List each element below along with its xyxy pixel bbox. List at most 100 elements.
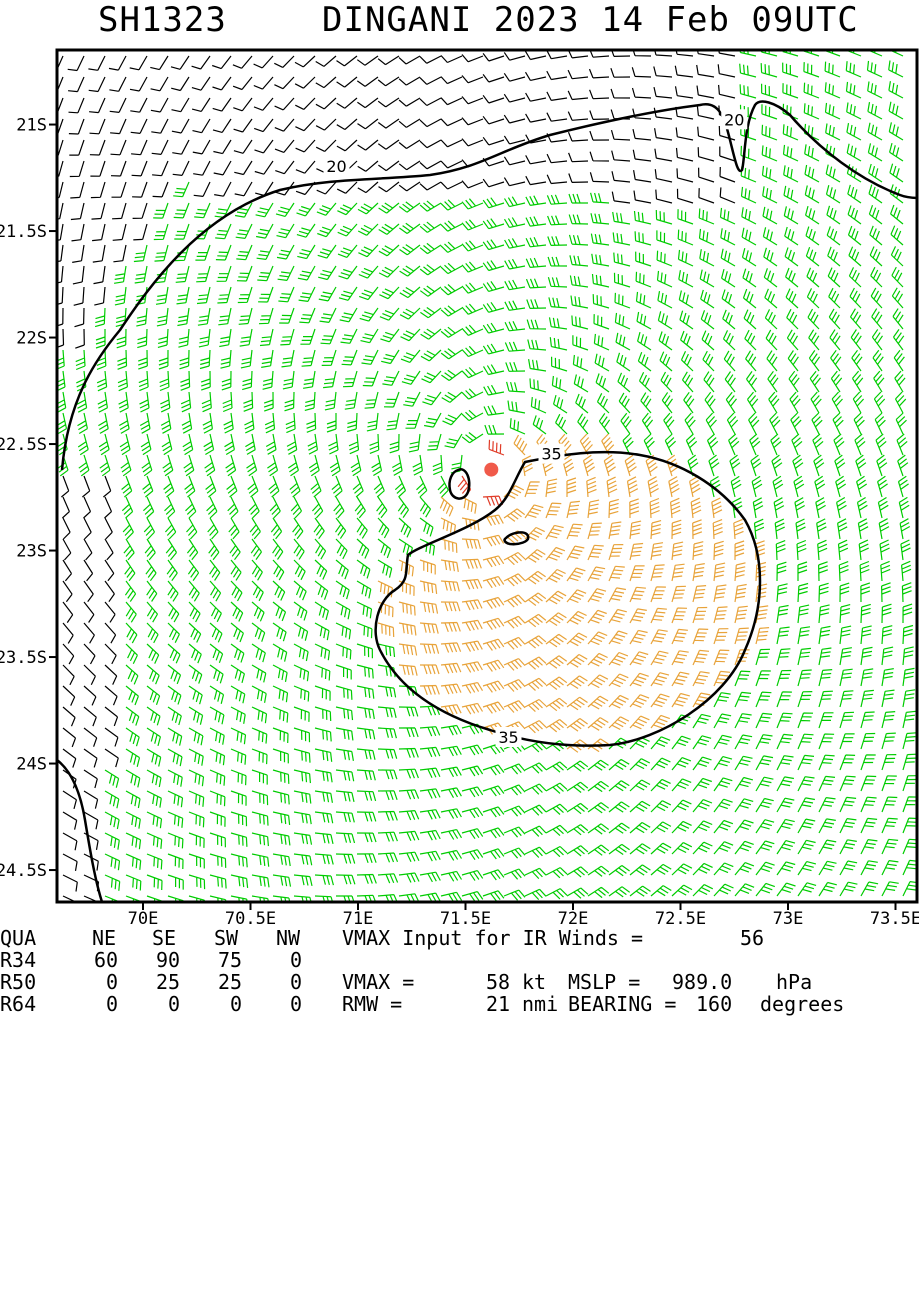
wind-barb bbox=[612, 211, 631, 225]
wind-barb bbox=[818, 582, 829, 603]
wind-barb bbox=[274, 76, 295, 90]
wind-barb bbox=[379, 286, 400, 300]
wind-barb bbox=[671, 650, 689, 666]
wind-barb bbox=[145, 559, 157, 582]
wind-barb bbox=[808, 350, 821, 372]
wind-barb bbox=[692, 563, 705, 582]
wind-barb bbox=[314, 622, 330, 641]
wind-barb bbox=[692, 735, 712, 750]
wind-barb bbox=[629, 565, 645, 582]
wind-barb bbox=[159, 370, 170, 392]
wind-barb bbox=[853, 412, 865, 435]
wind-barb bbox=[788, 370, 800, 393]
wind-barb bbox=[589, 172, 610, 183]
wind-barb bbox=[62, 727, 77, 748]
wind-barb bbox=[713, 649, 730, 666]
wind-barb bbox=[237, 286, 253, 304]
wind-barb bbox=[293, 580, 307, 601]
wind-barb bbox=[545, 761, 568, 773]
wind-barb bbox=[608, 565, 625, 582]
wind-barb bbox=[692, 692, 711, 708]
wind-barb bbox=[860, 625, 872, 645]
wind-barb bbox=[72, 265, 85, 285]
wind-barb bbox=[730, 475, 742, 498]
wind-barb bbox=[860, 754, 876, 771]
wind-barb bbox=[419, 200, 442, 212]
wind-barb bbox=[377, 685, 397, 698]
wind-barb bbox=[776, 583, 788, 603]
wind-barb bbox=[306, 412, 317, 433]
wind-barb bbox=[91, 202, 106, 220]
wind-barb bbox=[285, 412, 296, 434]
wind-barb bbox=[839, 625, 852, 645]
wind-barb bbox=[524, 846, 547, 858]
wind-barb bbox=[570, 295, 589, 309]
wind-barb bbox=[629, 672, 649, 687]
wind-barb bbox=[333, 496, 345, 519]
wind-barb bbox=[125, 622, 138, 644]
wind-barb bbox=[278, 286, 295, 303]
wind-barb bbox=[357, 118, 379, 130]
wind-barb bbox=[282, 370, 295, 390]
wind-barb bbox=[112, 202, 127, 220]
wind-barb bbox=[503, 177, 526, 187]
wind-barb bbox=[902, 710, 916, 729]
wind-barb bbox=[761, 124, 778, 141]
wind-barb bbox=[721, 268, 736, 288]
wind-barb bbox=[797, 776, 815, 792]
wind-barb bbox=[356, 538, 370, 559]
wind-barb bbox=[255, 202, 274, 218]
wind-barb bbox=[608, 544, 624, 561]
wind-barb bbox=[587, 566, 606, 582]
wind-barb bbox=[755, 712, 773, 729]
wind-barb bbox=[879, 539, 890, 561]
wind-barb bbox=[276, 223, 295, 239]
wind-barb bbox=[902, 775, 917, 792]
wind-barb bbox=[629, 608, 647, 624]
wind-barb bbox=[188, 580, 200, 602]
quadrant-header-nw: NW bbox=[276, 926, 301, 950]
wind-barb bbox=[83, 895, 99, 902]
wind-barb bbox=[440, 305, 463, 317]
wind-barb bbox=[270, 517, 283, 540]
wind-barb bbox=[83, 769, 98, 789]
wind-barb bbox=[726, 412, 739, 435]
wind-barb bbox=[335, 769, 355, 782]
wind-barb bbox=[769, 412, 781, 435]
wind-barb bbox=[526, 299, 547, 309]
wind-barb bbox=[377, 97, 400, 108]
wind-barb bbox=[125, 874, 142, 891]
wind-barb bbox=[692, 713, 711, 729]
wind-barb bbox=[482, 890, 505, 902]
wind-barb bbox=[671, 778, 692, 792]
wind-barb bbox=[398, 517, 412, 538]
wind-barb bbox=[146, 601, 159, 623]
wind-barb bbox=[860, 817, 878, 834]
wind-barb bbox=[251, 643, 266, 663]
wind-barb bbox=[461, 409, 484, 422]
wind-barb bbox=[398, 830, 420, 842]
wind-barb bbox=[762, 186, 778, 204]
wind-barb bbox=[272, 790, 290, 805]
wind-barb bbox=[377, 643, 396, 658]
wind-barb bbox=[274, 97, 295, 111]
wind-barb bbox=[650, 863, 672, 876]
wind-barb bbox=[847, 205, 862, 225]
wind-barb bbox=[314, 559, 328, 580]
wind-barb bbox=[803, 103, 820, 120]
vmax-value: 58 bbox=[486, 970, 511, 994]
lat-tick-label: 23.5S bbox=[0, 648, 47, 668]
wind-barb bbox=[110, 118, 127, 135]
wind-barb bbox=[569, 275, 589, 288]
wind-barb bbox=[77, 433, 89, 456]
wind-barb bbox=[461, 765, 484, 777]
wind-barb bbox=[197, 307, 211, 326]
wind-barb bbox=[251, 685, 267, 703]
wind-barb bbox=[224, 433, 235, 456]
wind-barb bbox=[743, 309, 757, 330]
wind-barb bbox=[335, 643, 352, 660]
wind-barb bbox=[441, 391, 463, 403]
wind-barb bbox=[525, 175, 547, 186]
wind-barb bbox=[113, 244, 127, 263]
wind-barb bbox=[317, 223, 337, 238]
